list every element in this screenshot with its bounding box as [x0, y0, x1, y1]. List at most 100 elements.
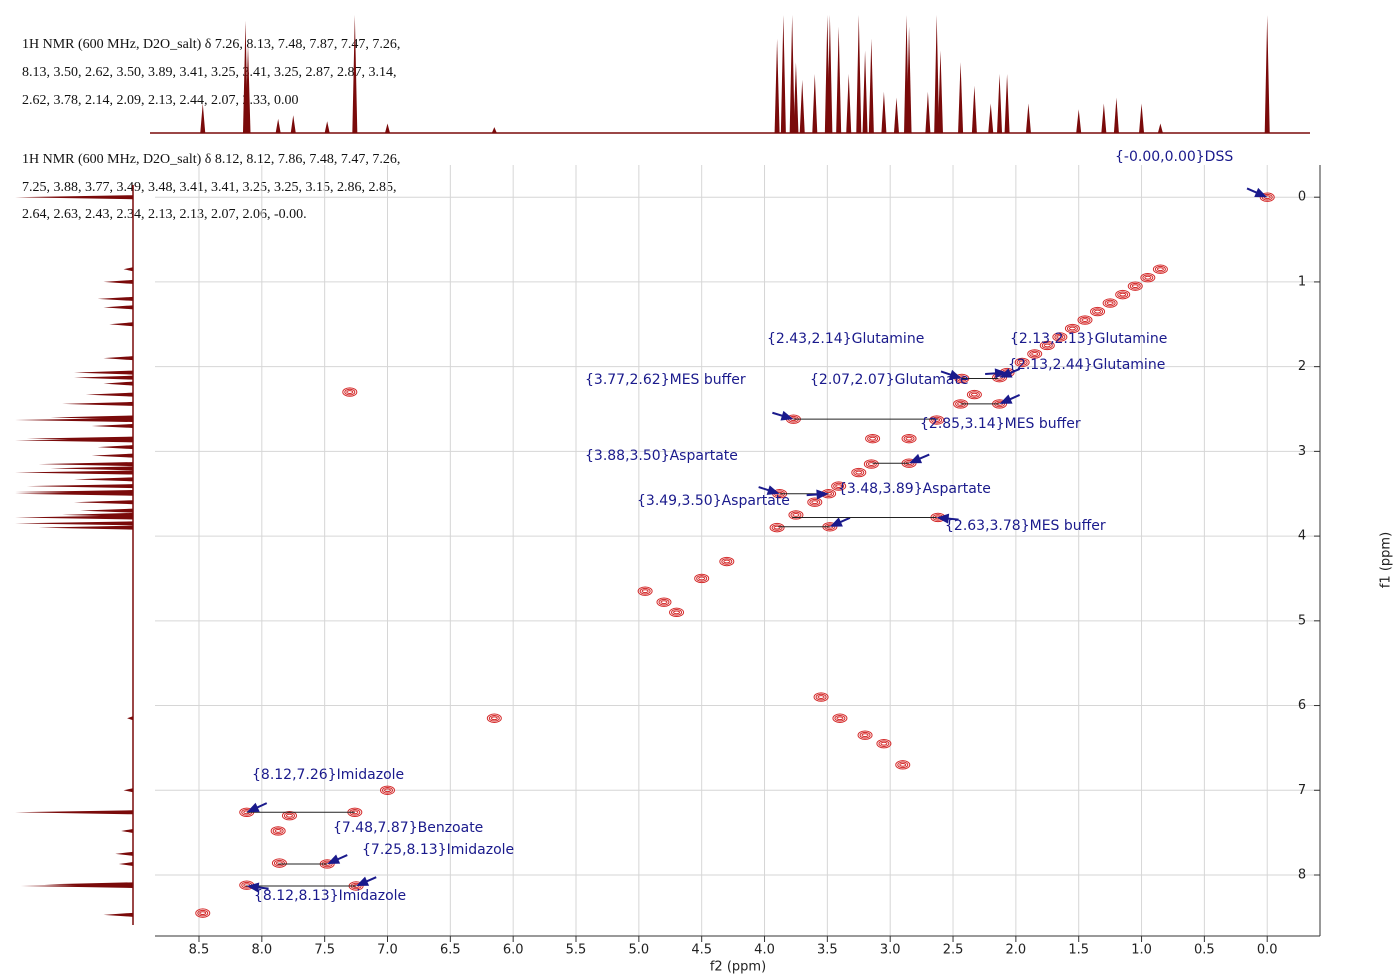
contour [857, 730, 873, 740]
cross-peak [1064, 323, 1080, 334]
f1-trace-peak [38, 462, 133, 467]
x-tick-label: 2.0 [1006, 943, 1027, 958]
contour [1068, 326, 1076, 331]
contour [865, 460, 877, 468]
contour [836, 716, 844, 721]
contour [486, 713, 502, 723]
f1-trace-peak [121, 828, 133, 833]
spectrum-note: 1H NMR (600 MHz, D2O_salt) δ 7.26, 8.13,… [22, 37, 400, 52]
contour [1152, 264, 1168, 274]
x-tick-label: 1.0 [1131, 943, 1152, 958]
f2-trace-peak [1076, 109, 1082, 133]
contour [488, 714, 500, 722]
arrow-head [909, 453, 923, 464]
f1-trace-peak [15, 490, 133, 495]
f1-trace-peak [118, 861, 133, 866]
cross-peak [813, 692, 829, 702]
f1-trace-peak [44, 882, 133, 887]
contour [1079, 316, 1091, 324]
contour [853, 469, 865, 476]
y-tick-label: 2 [1298, 359, 1306, 374]
contour [1261, 193, 1273, 201]
contour [1066, 325, 1078, 332]
contour [671, 609, 683, 616]
f2-trace-peak [1139, 103, 1145, 133]
f2-trace-peak [906, 26, 912, 133]
f2-trace-peak [1113, 97, 1119, 133]
arrow-head [356, 876, 370, 887]
cross-peak [271, 858, 287, 868]
contour [285, 813, 293, 818]
arrow-head [780, 410, 794, 421]
contour [1144, 275, 1152, 280]
cross-peak [1039, 340, 1055, 351]
contour [931, 416, 943, 424]
cross-peak [719, 556, 735, 567]
spectrum-note: 2.64, 2.63, 2.43, 2.34, 2.13, 2.13, 2.07… [22, 207, 307, 222]
f2-trace-peak [937, 50, 943, 133]
contour [669, 607, 685, 618]
contour [1094, 309, 1102, 314]
f1-trace-peak [62, 512, 134, 517]
contour [197, 909, 209, 917]
f1-trace-peak [97, 296, 133, 301]
contour [1081, 318, 1089, 322]
contour [788, 510, 804, 520]
cross-peak [895, 760, 911, 770]
f2-trace-peak [780, 15, 786, 133]
x-tick-label: 0.5 [1194, 943, 1215, 958]
x-tick-label: 6.0 [503, 943, 524, 958]
cross-peak [281, 810, 297, 821]
x-tick-label: 8.0 [251, 943, 272, 958]
contour [1043, 343, 1051, 348]
contour [723, 559, 731, 564]
f2-trace-peak [774, 38, 780, 133]
contour [811, 500, 819, 505]
x-tick-label: 4.0 [754, 943, 775, 958]
y-tick-label: 5 [1298, 613, 1306, 628]
y-tick-label: 0 [1298, 190, 1306, 205]
contour [1119, 292, 1127, 297]
f2-trace-peak [491, 127, 497, 133]
y-tick-label: 3 [1298, 444, 1306, 459]
arrow-head [1254, 187, 1268, 198]
f1-trace-peak [103, 305, 133, 310]
f2-trace-peak [1101, 103, 1107, 133]
cross-peak [832, 713, 848, 723]
contour [381, 786, 393, 794]
f2-trace-peak [988, 103, 994, 133]
contour [1140, 272, 1156, 283]
arrow-head [246, 882, 260, 893]
cross-peak [1102, 298, 1118, 308]
contour [903, 435, 915, 442]
contour [813, 692, 829, 702]
cross-peak [1027, 349, 1043, 359]
cross-peak [901, 433, 917, 444]
cross-peak [1152, 264, 1168, 274]
f2-trace-peak [971, 85, 977, 133]
contour [658, 598, 670, 606]
f1-trace-peak [50, 466, 133, 471]
contour [1115, 289, 1131, 300]
contour [1263, 195, 1271, 200]
contour [637, 586, 653, 596]
contour [867, 462, 875, 466]
f2-trace-peak [1264, 15, 1270, 133]
cross-peak [807, 497, 823, 507]
f1-trace-peak [26, 484, 133, 489]
contour [1027, 349, 1043, 359]
contour [861, 733, 869, 738]
f1-trace-peak [127, 716, 133, 721]
contour [271, 858, 287, 868]
cross-peak [865, 433, 881, 444]
contour [1090, 306, 1106, 317]
contour [342, 387, 358, 397]
cross-peak [863, 459, 879, 469]
arrow-head [999, 394, 1013, 404]
cross-peak [195, 908, 211, 918]
contour [270, 826, 286, 836]
cross-peak [1052, 332, 1068, 342]
cross-peak [831, 481, 847, 491]
f2-trace-peak [1025, 103, 1031, 133]
f1-trace-peak [109, 322, 133, 327]
